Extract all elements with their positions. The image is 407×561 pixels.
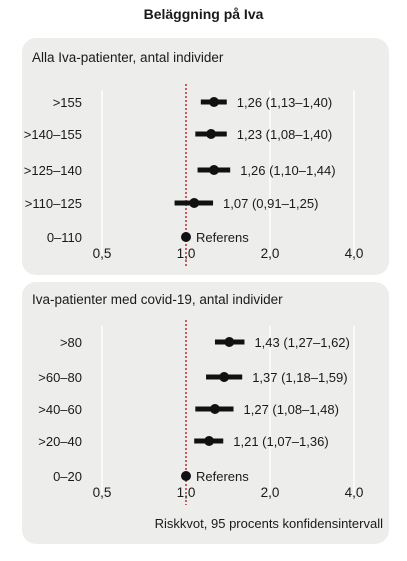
panel-1-subtitle: Alla Iva-patienter, antal individer — [32, 50, 224, 65]
panel-1-background — [22, 38, 389, 275]
panel-1-category-label: >140–155 — [24, 127, 82, 142]
panel-1-point — [209, 165, 220, 175]
panel-2-point — [224, 337, 235, 347]
footer-label: Riskkvot, 95 procents konfidensintervall — [155, 516, 383, 531]
panel-2-tick-label: 1,0 — [177, 485, 196, 500]
panel-1-category-label: >155 — [53, 95, 82, 110]
panel-2-data-label: 1,43 (1,27–1,62) — [254, 335, 349, 350]
panel-1-point — [209, 97, 220, 107]
panel-2-data-label: 1,27 (1,08–1,48) — [244, 402, 339, 417]
panel-2-point — [181, 471, 191, 481]
panel-2-subtitle: Iva-patienter med covid-19, antal indivi… — [32, 292, 283, 307]
panel-2-tick-label: 2,0 — [261, 485, 280, 500]
panel-2-category-label: >40–60 — [38, 402, 82, 417]
panel-2-tick-label: 4,0 — [345, 485, 364, 500]
panel-1-data-label: Referens — [196, 230, 249, 245]
panel-2-tick-label: 0,5 — [93, 485, 112, 500]
panel-2-background — [22, 282, 389, 544]
panel-1-data-label: 1,26 (1,13–1,40) — [237, 95, 332, 110]
panel-1-tick-label: 2,0 — [261, 246, 280, 261]
chart-title: Beläggning på Iva — [143, 6, 264, 22]
panel-1-data-label: 1,07 (0,91–1,25) — [223, 196, 318, 211]
panel-1-tick-label: 1,0 — [177, 246, 196, 261]
panel-2-point — [219, 372, 230, 382]
panel-2-data-label: 1,21 (1,07–1,36) — [233, 434, 328, 449]
panel-1-data-label: 1,23 (1,08–1,40) — [237, 127, 332, 142]
panel-1-data-label: 1,26 (1,10–1,44) — [240, 163, 335, 178]
panel-2-category-label: >20–40 — [38, 434, 82, 449]
panel-1-point — [181, 232, 191, 242]
panel-2-data-label: Referens — [196, 469, 249, 484]
panel-1-point — [206, 129, 217, 139]
panel-2-category-label: >80 — [60, 335, 82, 350]
panel-2-point — [204, 436, 215, 446]
panel-1-tick-label: 4,0 — [345, 246, 364, 261]
panel-1-tick-label: 0,5 — [93, 246, 112, 261]
panel-2-category-label: >60–80 — [38, 370, 82, 385]
panel-2-data-label: 1,37 (1,18–1,59) — [252, 370, 347, 385]
panel-1-point — [189, 198, 200, 208]
panel-1-category-label: 0–110 — [47, 230, 82, 245]
panel-1-category-label: >110–125 — [25, 196, 82, 211]
panel-2-category-label: 0–20 — [53, 469, 82, 484]
panel-2-point — [209, 404, 220, 414]
panel-1-category-label: >125–140 — [24, 163, 82, 178]
